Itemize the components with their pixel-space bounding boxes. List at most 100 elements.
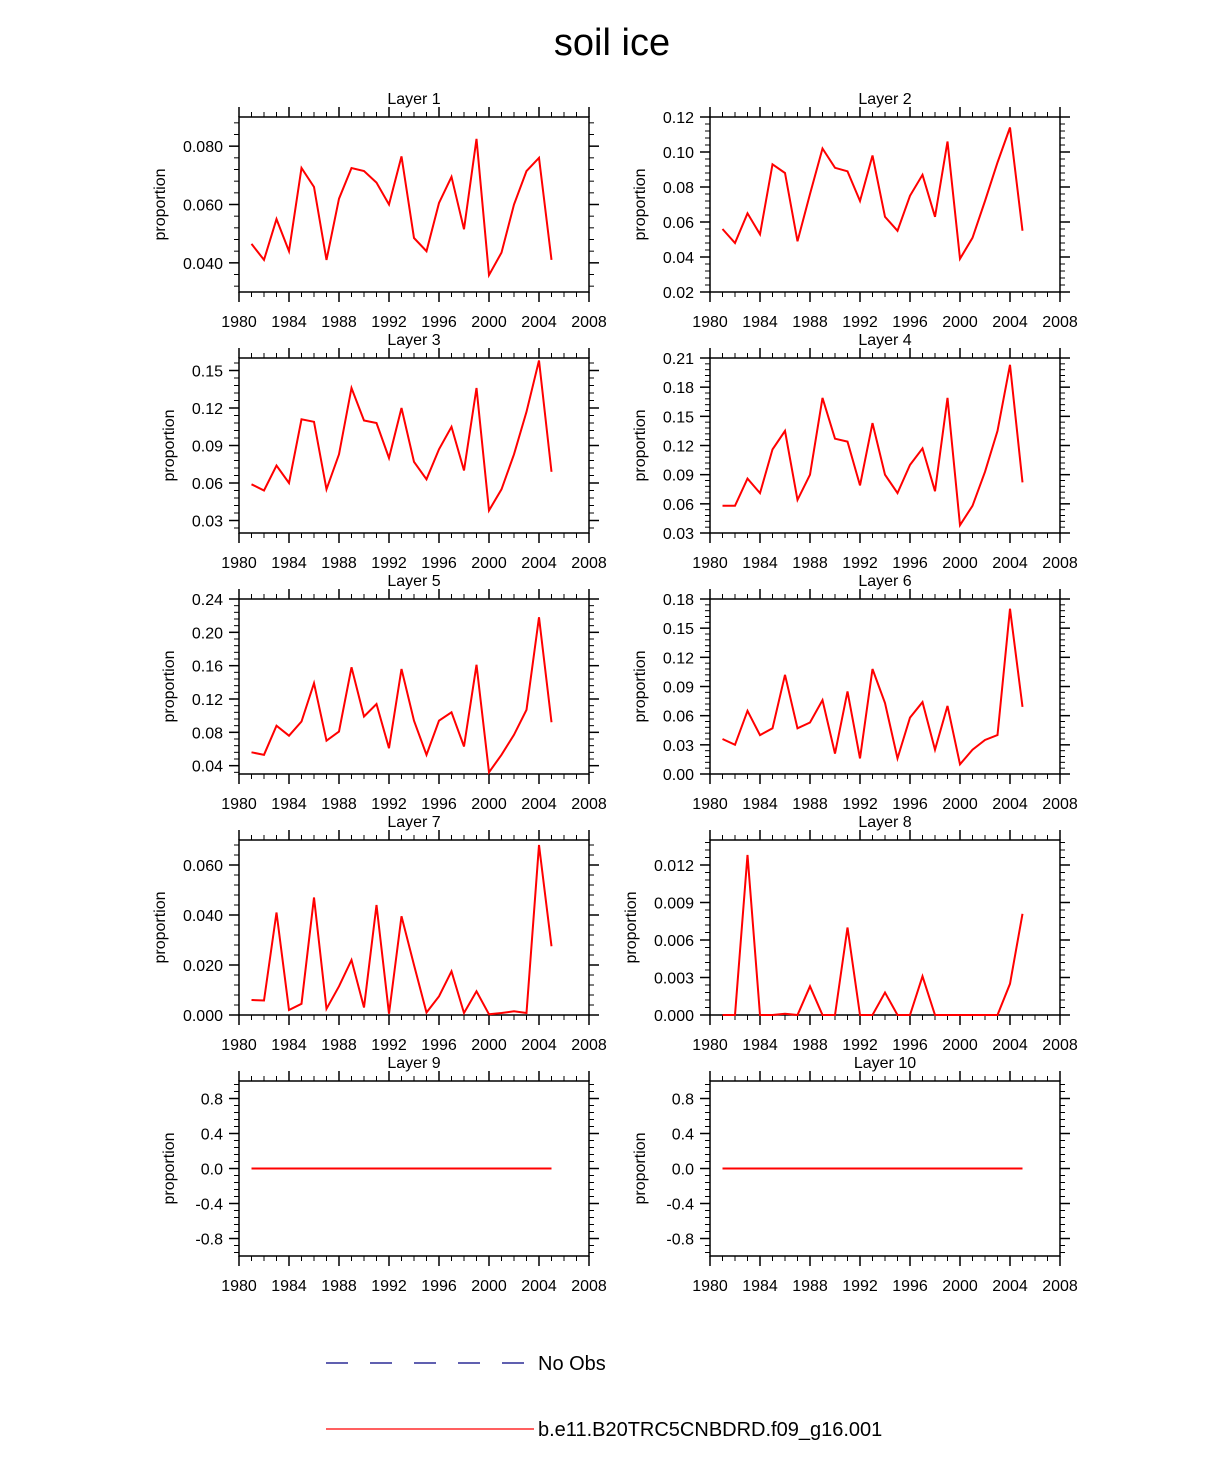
y-tick-label: 0.000 xyxy=(183,1008,223,1025)
series-line-1 xyxy=(250,138,553,279)
y-tick-label: 0.08 xyxy=(663,180,694,197)
series-line-1 xyxy=(251,617,553,775)
x-tick-label: 1980 xyxy=(692,555,728,572)
x-tick-label: 1988 xyxy=(321,555,357,572)
x-tick-label: 1988 xyxy=(321,1037,357,1054)
panel-title: Layer 8 xyxy=(858,814,911,831)
x-tick-label: 2008 xyxy=(571,1278,607,1295)
x-tick-label: 1988 xyxy=(792,1037,828,1054)
y-tick-label: 0.4 xyxy=(201,1127,223,1144)
y-tick-label: 0.040 xyxy=(183,908,223,925)
y-tick-label: 0.08 xyxy=(192,725,223,742)
x-tick-label: 2004 xyxy=(521,314,557,331)
y-tick-label: 0.03 xyxy=(192,514,223,531)
x-tick-label: 1984 xyxy=(271,555,307,572)
x-tick-label: 1992 xyxy=(842,1037,878,1054)
y-tick-label: -0.4 xyxy=(195,1197,223,1214)
y-tick-label: 0.16 xyxy=(192,659,223,676)
y-tick-label: 0.020 xyxy=(183,958,223,975)
chart-panel-9: Layer 9 1980 1984 1988 1992 1996 2000 2004 2008 -… xyxy=(161,1055,607,1295)
y-tick-label: 0.06 xyxy=(663,709,694,726)
x-tick-label: 2004 xyxy=(521,1278,557,1295)
series-line-1 xyxy=(251,360,553,514)
x-tick-label: 1984 xyxy=(742,314,778,331)
x-tick-label: 1980 xyxy=(692,796,728,813)
chart-panel-8: Layer 8 1980 1984 1988 1992 1996 2000 2004 2008 0… xyxy=(623,814,1078,1054)
x-tick-label: 1980 xyxy=(221,1278,257,1295)
y-tick-label: 0.10 xyxy=(663,145,694,162)
x-tick-label: 1996 xyxy=(421,1278,457,1295)
x-tick-label: 2004 xyxy=(521,555,557,572)
series-line-1 xyxy=(722,854,1024,1017)
x-tick-label: 1992 xyxy=(371,1037,407,1054)
x-tick-label: 2004 xyxy=(521,1037,557,1054)
x-tick-label: 1992 xyxy=(371,555,407,572)
figure-title: soil ice xyxy=(553,22,671,64)
plot-frame xyxy=(238,357,590,534)
x-tick-label: 1984 xyxy=(271,1278,307,1295)
y-tick-label: 0.4 xyxy=(672,1127,694,1144)
y-tick-label: 0.012 xyxy=(654,858,694,875)
x-tick-label: 1980 xyxy=(221,1037,257,1054)
x-tick-label: 2004 xyxy=(992,1278,1028,1295)
x-tick-label: 1988 xyxy=(792,1278,828,1295)
x-tick-label: 2008 xyxy=(1042,796,1078,813)
y-tick-label: 0.12 xyxy=(192,692,223,709)
x-tick-label: 2000 xyxy=(942,314,978,331)
y-tick-label: 0.12 xyxy=(663,439,694,456)
panel-title: Layer 10 xyxy=(854,1055,916,1072)
x-tick-label: 1984 xyxy=(742,796,778,813)
y-tick-label: 0.0 xyxy=(672,1162,694,1179)
x-tick-label: 1980 xyxy=(692,1037,728,1054)
y-axis-label: proportion xyxy=(161,409,178,481)
x-tick-label: 1984 xyxy=(742,1037,778,1054)
y-tick-label: 0.09 xyxy=(663,680,694,697)
y-tick-label: 0.12 xyxy=(192,401,223,418)
y-tick-label: -0.8 xyxy=(195,1232,223,1249)
x-tick-label: 1980 xyxy=(221,555,257,572)
y-tick-label: 0.15 xyxy=(192,364,223,381)
x-tick-label: 2008 xyxy=(571,555,607,572)
x-tick-label: 1988 xyxy=(792,555,828,572)
x-tick-label: 1980 xyxy=(692,314,728,331)
x-tick-label: 2004 xyxy=(992,1037,1028,1054)
y-tick-label: 0.15 xyxy=(663,409,694,426)
legend: No Obs b.e11.B20TRC5CNBDRD.f09_g16.001 xyxy=(326,1353,882,1441)
x-tick-label: 2000 xyxy=(942,1037,978,1054)
y-axis-label: proportion xyxy=(161,1132,178,1204)
y-axis-label: proportion xyxy=(632,409,649,481)
y-tick-label: 0.040 xyxy=(183,256,223,273)
x-tick-label: 1984 xyxy=(271,1037,307,1054)
x-tick-label: 1996 xyxy=(892,314,928,331)
series-line-1 xyxy=(722,608,1024,767)
y-tick-label: 0.21 xyxy=(663,351,694,368)
y-tick-label: 0.24 xyxy=(192,592,223,609)
panel-title: Layer 1 xyxy=(387,91,440,108)
chart-panel-7: Layer 7 1980 1984 1988 1992 1996 2000 2004 2008 0… xyxy=(152,814,607,1054)
y-tick-label: 0.8 xyxy=(201,1092,223,1109)
x-tick-label: 1996 xyxy=(421,314,457,331)
y-tick-label: 0.09 xyxy=(663,468,694,485)
y-tick-label: 0.02 xyxy=(663,285,694,302)
panel-title: Layer 4 xyxy=(858,332,911,349)
x-tick-label: 1996 xyxy=(892,796,928,813)
y-tick-label: 0.03 xyxy=(663,738,694,755)
x-tick-label: 2000 xyxy=(471,1278,507,1295)
x-tick-label: 2008 xyxy=(1042,314,1078,331)
panel-title: Layer 7 xyxy=(387,814,440,831)
legend-model-label: b.e11.B20TRC5CNBDRD.f09_g16.001 xyxy=(538,1419,882,1441)
x-tick-label: 2000 xyxy=(471,1037,507,1054)
y-tick-label: 0.06 xyxy=(663,497,694,514)
chart-panel-3: Layer 3 1980 1984 1988 1992 1996 2000 2004 2008 0… xyxy=(161,332,607,572)
x-tick-label: 2004 xyxy=(992,314,1028,331)
x-tick-label: 2008 xyxy=(1042,1037,1078,1054)
x-tick-label: 1992 xyxy=(842,796,878,813)
chart-panel-6: Layer 6 1980 1984 1988 1992 1996 2000 2004 2008 0… xyxy=(632,573,1078,813)
x-tick-label: 2000 xyxy=(471,555,507,572)
y-tick-label: 0.04 xyxy=(663,250,694,267)
x-tick-label: 1992 xyxy=(371,314,407,331)
plot-frame xyxy=(238,116,590,293)
panel-title: Layer 9 xyxy=(387,1055,440,1072)
x-tick-label: 1980 xyxy=(221,314,257,331)
y-tick-label: 0.060 xyxy=(183,198,223,215)
